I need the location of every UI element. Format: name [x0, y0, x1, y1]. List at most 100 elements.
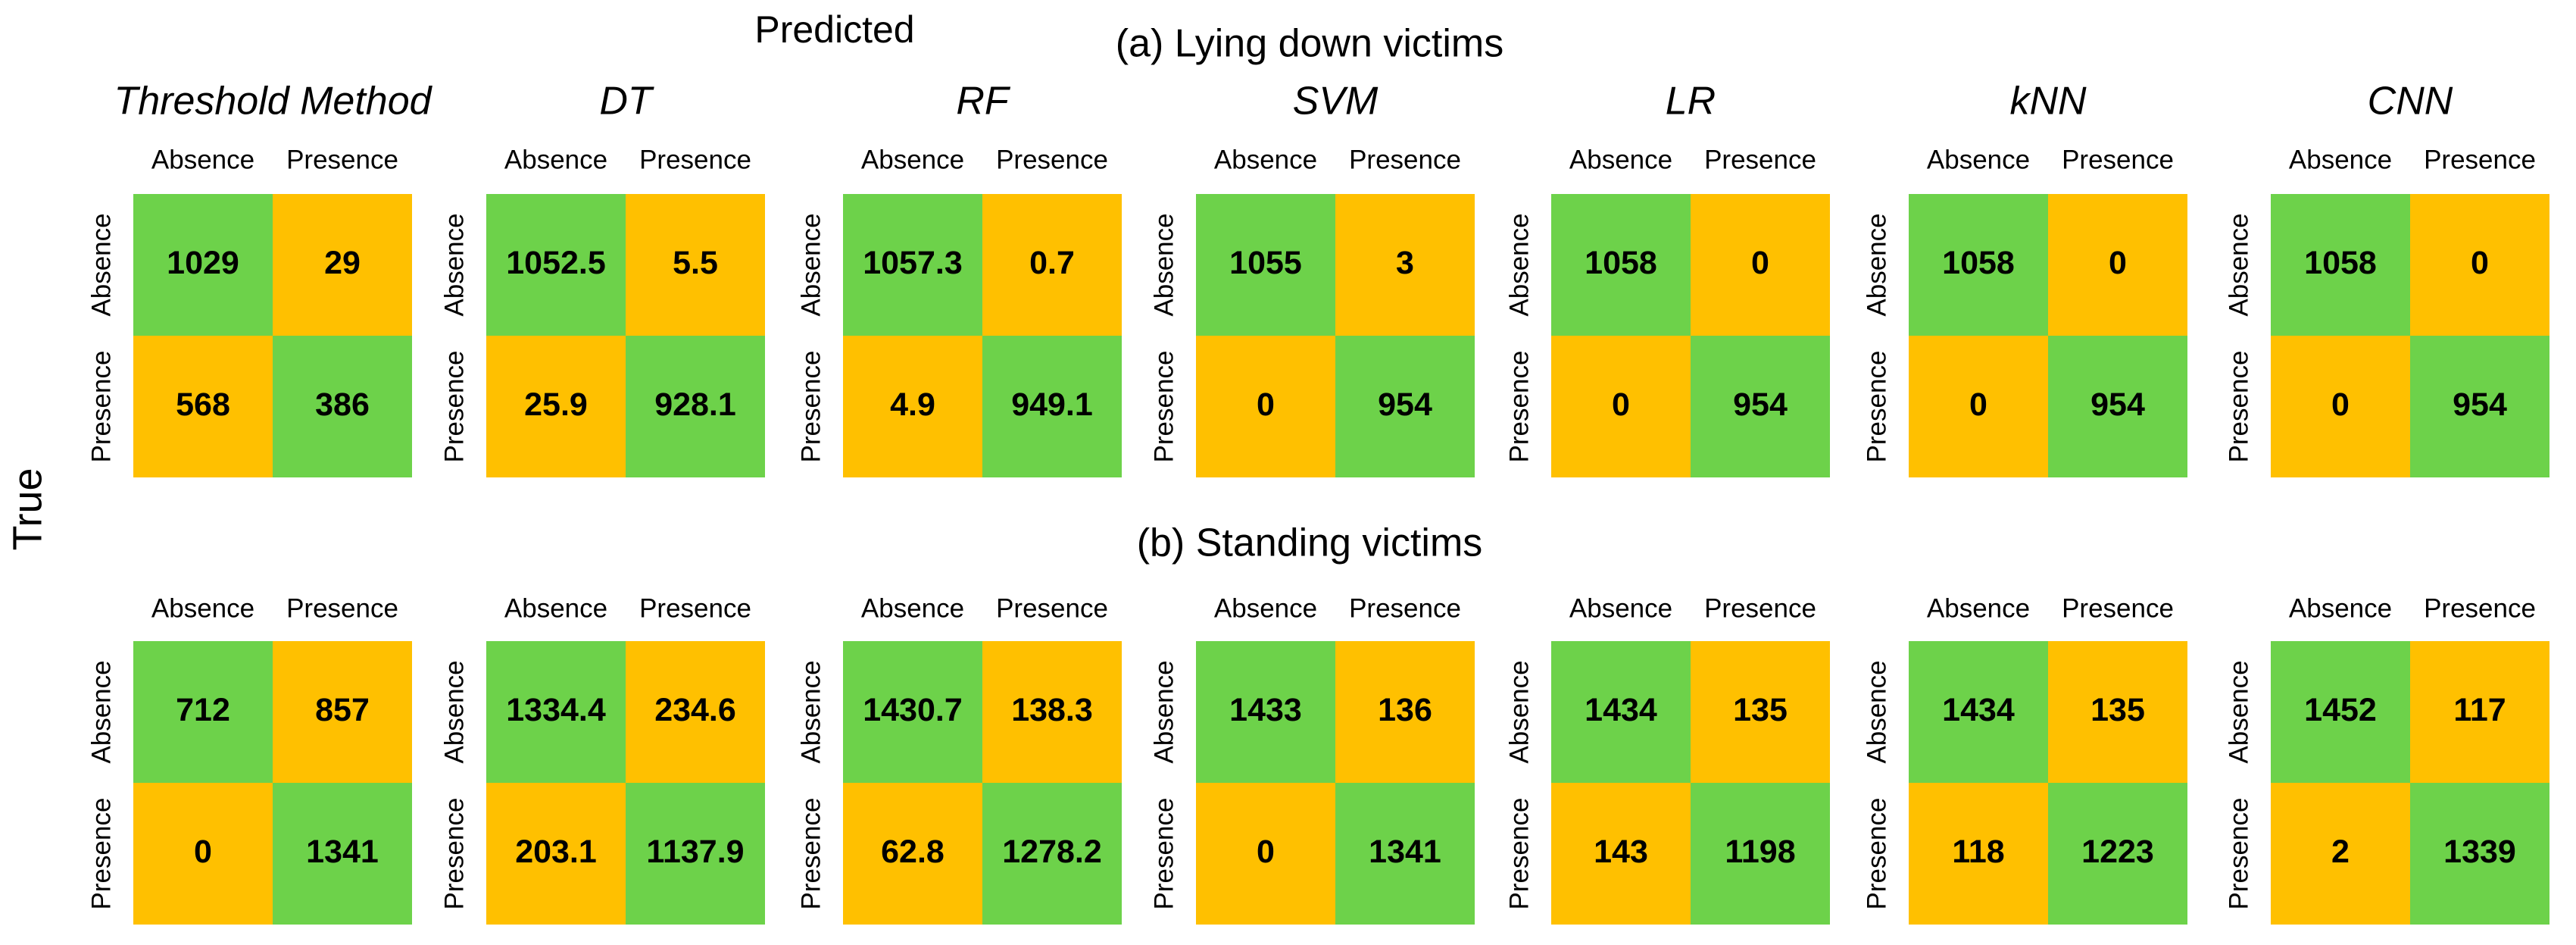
method-title: SVM: [1293, 80, 1379, 124]
cell: [133, 336, 273, 477]
cell-value: 1058: [1942, 245, 2015, 281]
cell-value: 949.1: [1011, 386, 1093, 423]
panel-title: (b) Standing victims: [1137, 521, 1483, 565]
column-label: Absence: [2289, 145, 2392, 174]
cell-value: 0: [2331, 386, 2350, 423]
cell-value: 1137.9: [646, 834, 744, 870]
cell-value: 143: [1594, 834, 1648, 870]
cell-value: 954: [1378, 386, 1432, 423]
cell: [1551, 336, 1691, 477]
column-label: Absence: [2289, 593, 2392, 623]
row-label: Presence: [1862, 798, 1891, 910]
cell: [486, 641, 626, 783]
cell: [1691, 194, 1830, 336]
panel-title: (a) Lying down victims: [1116, 22, 1503, 66]
cell: [2048, 783, 2187, 925]
cell: [486, 783, 626, 925]
predicted-label: Predicted: [754, 8, 914, 51]
cell: [273, 641, 412, 783]
row-label: Absence: [1862, 213, 1891, 316]
cell: [133, 641, 273, 783]
cell: [133, 783, 273, 925]
cell: [273, 194, 412, 336]
method-title: CNN: [2368, 80, 2453, 124]
cell: [2048, 641, 2187, 783]
column-label: Presence: [1704, 145, 1816, 174]
cell: [486, 194, 626, 336]
cell: [1551, 194, 1691, 336]
cell: [1909, 194, 2048, 336]
row-label: Absence: [796, 660, 826, 763]
cell-value: 62.8: [881, 834, 945, 870]
cell: [2271, 336, 2410, 477]
cell-value: 1052.5: [506, 245, 606, 281]
method-title: LR: [1666, 80, 1716, 124]
cell-value: 4.9: [890, 386, 935, 423]
cell-value: 203.1: [515, 834, 597, 870]
row-label: Absence: [439, 660, 469, 763]
cell: [1335, 336, 1475, 477]
cell-value: 0: [1969, 386, 1987, 423]
cell-value: 0: [2109, 245, 2127, 281]
row-label: Absence: [796, 213, 826, 316]
cell-value: 1223: [2081, 834, 2154, 870]
cell: [843, 783, 982, 925]
column-label: Presence: [2062, 145, 2174, 174]
cell-value: 954: [1733, 386, 1788, 423]
cell: [1335, 641, 1475, 783]
cell: [1196, 783, 1335, 925]
column-label: Absence: [151, 145, 254, 174]
row-label: Absence: [1504, 213, 1534, 316]
cell: [2048, 194, 2187, 336]
cell: [273, 783, 412, 925]
cell-value: 1430.7: [863, 692, 963, 728]
column-label: Presence: [286, 145, 398, 174]
cell-value: 0: [1612, 386, 1630, 423]
cell: [843, 336, 982, 477]
row-label: Presence: [86, 798, 116, 910]
cell-value: 0: [1257, 834, 1275, 870]
cell-value: 0: [2471, 245, 2489, 281]
cell: [133, 194, 273, 336]
cell: [982, 336, 1122, 477]
cell-value: 928.1: [654, 386, 736, 423]
row-label: Presence: [1504, 351, 1534, 463]
method-title: RF: [956, 80, 1011, 124]
cell: [843, 641, 982, 783]
column-label: Presence: [996, 145, 1108, 174]
row-label: Absence: [1149, 660, 1179, 763]
row-label: Presence: [1149, 351, 1179, 463]
row-label: Absence: [1862, 660, 1891, 763]
true-label: True: [5, 468, 50, 550]
cell-value: 1055: [1229, 245, 1302, 281]
column-label: Absence: [1927, 593, 2030, 623]
cell-value: 1434: [1585, 692, 1657, 728]
cell-value: 568: [176, 386, 230, 423]
method-title: DT: [599, 80, 654, 124]
cell-value: 954: [2090, 386, 2145, 423]
row-label: Presence: [439, 351, 469, 463]
cell-value: 234.6: [654, 692, 736, 728]
cell-value: 1198: [1725, 834, 1795, 870]
column-label: Presence: [639, 145, 751, 174]
row-label: Absence: [86, 660, 116, 763]
row-label: Absence: [86, 213, 116, 316]
column-label: Absence: [504, 593, 607, 623]
cell: [2410, 336, 2549, 477]
cell-value: 136: [1378, 692, 1432, 728]
row-label: Presence: [2224, 798, 2253, 910]
cell-value: 1029: [167, 245, 239, 281]
cell-value: 2: [2331, 834, 2350, 870]
column-label: Presence: [2424, 593, 2536, 623]
column-label: Absence: [1927, 145, 2030, 174]
cell-value: 25.9: [524, 386, 588, 423]
cell-value: 1434: [1942, 692, 2015, 728]
cell: [1551, 641, 1691, 783]
cell-value: 0: [1751, 245, 1769, 281]
row-label: Absence: [1149, 213, 1179, 316]
cell-value: 1278.2: [1002, 834, 1102, 870]
cell-value: 3: [1396, 245, 1414, 281]
column-label: Presence: [2424, 145, 2536, 174]
cell-value: 954: [2453, 386, 2507, 423]
cell-value: 1433: [1229, 692, 1302, 728]
